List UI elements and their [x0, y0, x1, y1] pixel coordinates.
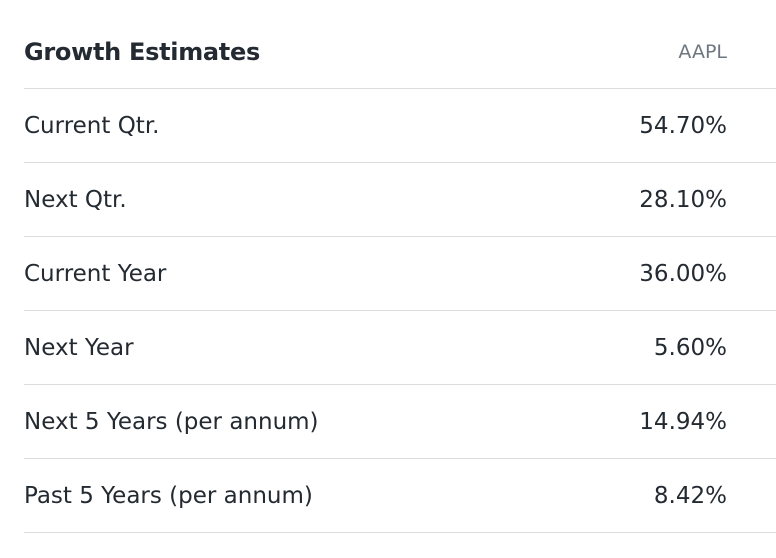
row-label: Current Year: [24, 260, 167, 287]
table-row: Next 5 Years (per annum) 14.94%: [24, 385, 776, 459]
row-label: Current Qtr.: [24, 112, 160, 139]
table-row: Current Year 36.00%: [24, 237, 776, 311]
table-row: Next Qtr. 28.10%: [24, 163, 776, 237]
header-row: Growth Estimates AAPL: [24, 14, 776, 89]
row-value: 28.10%: [639, 186, 727, 213]
row-label: Past 5 Years (per annum): [24, 482, 313, 509]
growth-table: Growth Estimates AAPL Current Qtr. 54.70%…: [24, 14, 776, 533]
row-value: 54.70%: [639, 112, 727, 139]
row-value: 5.60%: [653, 334, 727, 361]
row-label: Next Year: [24, 334, 134, 361]
table-row: Next Year 5.60%: [24, 311, 776, 385]
column-header: AAPL: [678, 41, 727, 63]
row-value: 14.94%: [639, 408, 727, 435]
row-label: Next Qtr.: [24, 186, 127, 213]
table-title: Growth Estimates: [24, 38, 260, 66]
row-value: 36.00%: [639, 260, 727, 287]
table-row: Current Qtr. 54.70%: [24, 89, 776, 163]
row-value: 8.42%: [653, 482, 727, 509]
row-label: Next 5 Years (per annum): [24, 408, 319, 435]
table-row: Past 5 Years (per annum) 8.42%: [24, 459, 776, 533]
